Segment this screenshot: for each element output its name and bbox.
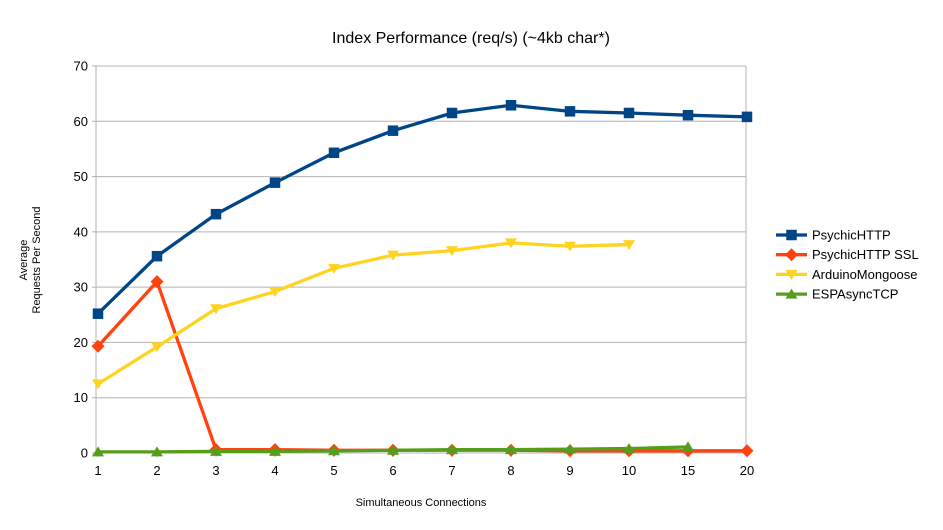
- data-point-marker: [92, 446, 104, 457]
- x-tick-label: 4: [271, 463, 278, 478]
- chart-title: Index Performance (req/s) (~4kb char*): [332, 30, 610, 47]
- data-point-marker: [387, 444, 399, 455]
- data-point-marker: [269, 445, 281, 456]
- data-point-marker: [269, 287, 281, 298]
- legend-label: PsychicHTTP SSL: [812, 247, 919, 262]
- data-point-marker: [623, 240, 635, 251]
- series-arduinomongoose: [92, 238, 635, 390]
- x-tick-label: 7: [448, 463, 455, 478]
- plot-area: 0 10 20 30 40 50 60 70 1 2 3 4 5 6 7 8 9 10 15 20: [74, 59, 755, 479]
- data-point-marker: [564, 106, 576, 117]
- y-axis-title-line1: Average: [18, 240, 30, 281]
- data-point-marker: [150, 275, 164, 289]
- data-point-marker: [328, 147, 340, 159]
- legend-marker-diamond-icon: [785, 248, 798, 262]
- data-point-marker: [91, 339, 105, 353]
- data-point-marker: [564, 241, 576, 252]
- data-point-marker: [446, 246, 458, 257]
- legend-marker-triangle-down-icon: [785, 269, 798, 280]
- legend: PsychicHTTP PsychicHTTP SSL ArduinoMongoos…: [776, 228, 919, 302]
- x-tick-label: 1: [94, 463, 101, 478]
- y-tick-label: 70: [74, 59, 88, 74]
- y-axis-title-line2: Requests Per Second: [31, 206, 43, 313]
- legend-item: ESPAsyncTCP: [776, 287, 898, 302]
- y-tick-label: 30: [74, 280, 88, 295]
- data-point-marker: [682, 109, 694, 121]
- legend-label: ESPAsyncTCP: [812, 287, 898, 302]
- data-point-marker: [623, 107, 635, 119]
- legend-marker-triangle-up-icon: [785, 288, 798, 299]
- data-point-marker: [151, 446, 163, 457]
- series-line: [97, 241, 630, 386]
- series-psychichttp-ssl: [91, 275, 754, 458]
- x-tick-label: 9: [566, 463, 573, 478]
- y-tick-label: 0: [81, 446, 88, 461]
- data-point-marker: [446, 107, 458, 119]
- data-point-marker: [210, 304, 222, 315]
- series-line: [96, 103, 748, 315]
- data-point-marker: [446, 444, 458, 455]
- data-point-marker: [151, 342, 163, 353]
- data-point-marker: [505, 100, 517, 111]
- data-point-marker: [741, 111, 753, 123]
- data-point-marker: [210, 208, 222, 220]
- legend-label: PsychicHTTP: [812, 228, 891, 243]
- x-tick-label: 6: [389, 463, 396, 478]
- x-tick-label: 10: [622, 463, 636, 478]
- data-point-marker: [328, 263, 340, 274]
- data-point-marker: [92, 379, 104, 390]
- data-point-marker: [387, 250, 399, 261]
- legend-marker-square-icon: [786, 229, 797, 241]
- legend-item: ArduinoMongoose: [776, 267, 918, 282]
- x-tick-label: 3: [212, 463, 219, 478]
- legend-item: PsychicHTTP: [776, 228, 891, 243]
- data-point-marker: [328, 445, 340, 456]
- x-axis-title: Simultaneous Connections: [356, 497, 487, 509]
- series-espasynctcp: [92, 441, 694, 457]
- data-point-marker: [210, 445, 222, 456]
- y-tick-label: 60: [74, 114, 88, 129]
- y-tick-label: 10: [74, 390, 88, 405]
- x-tick-label: 5: [330, 463, 337, 478]
- series-line: [96, 278, 747, 453]
- y-tick-label: 20: [74, 335, 88, 350]
- legend-item: PsychicHTTP SSL: [776, 247, 919, 262]
- data-point-marker: [740, 444, 754, 458]
- x-tick-label: 20: [740, 463, 754, 478]
- y-tick-label: 40: [74, 224, 88, 239]
- legend-label: ArduinoMongoose: [812, 267, 918, 282]
- data-point-marker: [505, 444, 517, 455]
- data-point-marker: [92, 308, 104, 319]
- series-psychichttp: [92, 100, 753, 319]
- y-tick-label: 50: [74, 169, 88, 184]
- data-point-marker: [505, 238, 517, 249]
- x-tick-label: 8: [507, 463, 514, 478]
- x-tick-label: 2: [153, 463, 160, 478]
- data-point-marker: [269, 177, 281, 188]
- data-point-marker: [682, 441, 694, 452]
- x-tick-label: 15: [681, 463, 695, 478]
- data-point-marker: [387, 125, 399, 136]
- data-point-marker: [151, 250, 163, 262]
- data-point-marker: [564, 443, 576, 454]
- data-point-marker: [623, 443, 635, 454]
